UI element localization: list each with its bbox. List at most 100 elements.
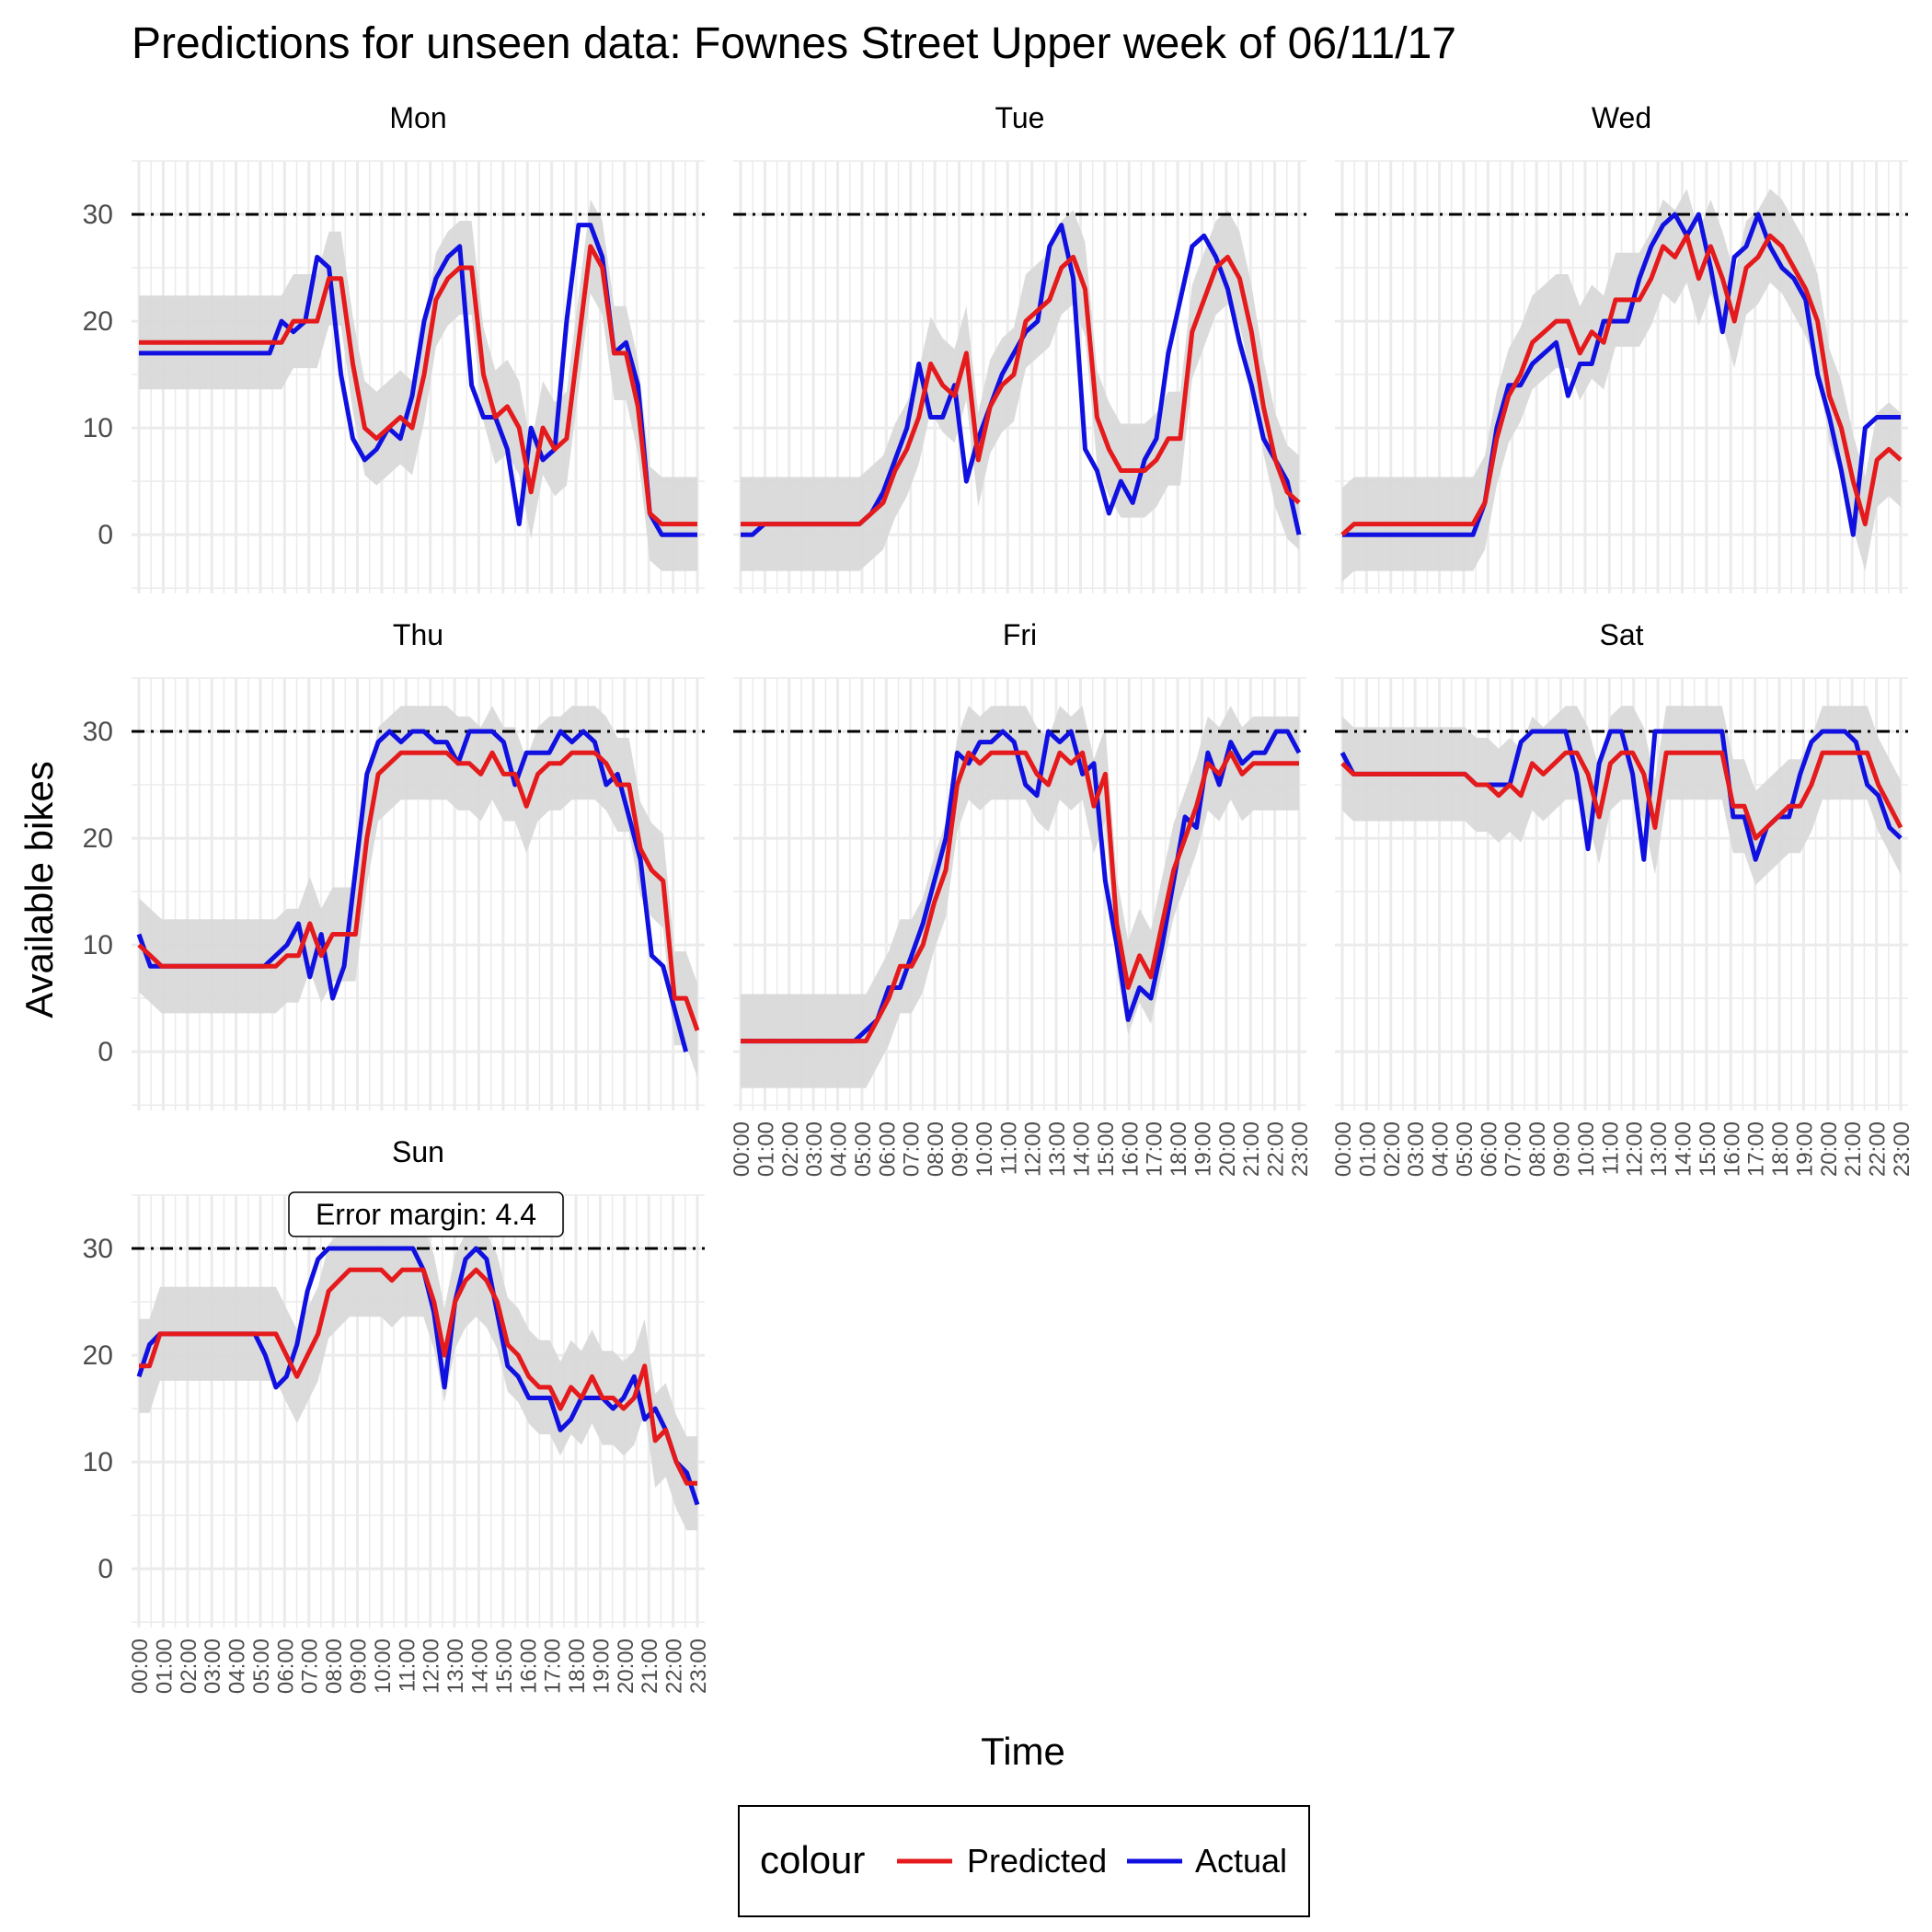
x-tick-label: 18:00 <box>565 1639 590 1694</box>
x-tick-label: 08:00 <box>1525 1121 1550 1177</box>
x-tick-label: 11:00 <box>996 1121 1021 1175</box>
x-tick-label: 18:00 <box>1768 1121 1793 1177</box>
series-line-predicted-sat <box>1340 750 1903 841</box>
x-tick-label: 06:00 <box>1477 1121 1501 1177</box>
x-tick-label: 21:00 <box>1239 1121 1264 1177</box>
y-tick-label: 0 <box>98 1037 113 1067</box>
x-tick-label: 01:00 <box>753 1121 778 1177</box>
y-tick-label: 0 <box>98 520 113 550</box>
x-tick-label: 13:00 <box>1647 1121 1672 1177</box>
x-tick-label: 06:00 <box>273 1639 298 1694</box>
x-tick-label: 03:00 <box>1404 1121 1429 1177</box>
x-axis-title: Time <box>981 1730 1065 1773</box>
x-tick-label: 17:00 <box>1143 1121 1167 1177</box>
legend: colour Predicted Actual <box>738 1805 1310 1917</box>
x-tick-label: 01:00 <box>152 1639 177 1694</box>
x-tick-label: 23:00 <box>1288 1121 1313 1177</box>
chart-title: Predictions for unseen data: Fownes Stre… <box>132 19 1456 68</box>
x-tick-label: 23:00 <box>686 1639 711 1694</box>
x-tick-label: 01:00 <box>1355 1121 1380 1177</box>
error-band-mon <box>139 199 697 571</box>
error-band-tue <box>741 210 1299 571</box>
legend-label-predicted: Predicted <box>967 1842 1107 1880</box>
x-tick-label: 14:00 <box>1070 1121 1095 1177</box>
y-tick-label: 20 <box>83 823 113 854</box>
x-tick-label: 07:00 <box>298 1639 323 1694</box>
x-tick-label: 21:00 <box>1841 1121 1866 1177</box>
x-tick-label: 19:00 <box>589 1639 614 1694</box>
x-tick-label: 15:00 <box>492 1639 517 1694</box>
panel-tue: Tue <box>733 101 1306 593</box>
x-tick-label: 09:00 <box>347 1639 372 1694</box>
x-tick-label: 05:00 <box>249 1639 274 1694</box>
x-tick-label: 05:00 <box>1453 1121 1478 1177</box>
series-line-predicted-mon <box>139 244 697 527</box>
error-band-fri <box>741 706 1299 1088</box>
y-tick-label: 10 <box>83 930 113 960</box>
x-tick-label: 14:00 <box>468 1639 493 1694</box>
error-band-wed <box>1342 189 1901 582</box>
panel-mon: Mon 0 10 20 30 <box>83 101 705 593</box>
x-tick-label: 08:00 <box>322 1639 347 1694</box>
x-tick-label: 03:00 <box>201 1639 225 1694</box>
x-tick-label: 09:00 <box>1550 1121 1575 1177</box>
x-tick-label: 06:00 <box>875 1121 900 1177</box>
panel-title-fri: Fri <box>1003 618 1037 651</box>
y-tick-label: 20 <box>83 306 113 337</box>
x-tick-label: 15:00 <box>1696 1121 1720 1177</box>
x-tick-label: 02:00 <box>778 1121 803 1177</box>
series-line-predicted-fri <box>741 750 1299 1044</box>
panel-title-sun: Sun <box>392 1135 444 1168</box>
legend-title: colour <box>760 1838 865 1881</box>
x-tick-label: 10:00 <box>371 1639 396 1694</box>
x-tick-label: 13:00 <box>443 1639 468 1694</box>
x-tick-label: 00:00 <box>1331 1121 1356 1177</box>
x-tick-label: 17:00 <box>1744 1121 1769 1177</box>
x-tick-label: 02:00 <box>177 1639 201 1694</box>
x-tick-label: 22:00 <box>1264 1121 1289 1177</box>
x-tick-label: 07:00 <box>900 1121 925 1177</box>
x-tick-label: 14:00 <box>1672 1121 1696 1177</box>
x-tick-label: 20:00 <box>1817 1121 1842 1177</box>
x-tick-label: 11:00 <box>1598 1121 1623 1175</box>
x-tick-label: 12:00 <box>420 1639 444 1694</box>
x-tick-label: 00:00 <box>730 1121 754 1177</box>
x-tick-label: 23:00 <box>1890 1121 1915 1177</box>
x-tick-label: 16:00 <box>1719 1121 1744 1177</box>
panel-thu: Thu 0 10 20 30 <box>83 618 705 1110</box>
x-tick-label: 13:00 <box>1045 1121 1070 1177</box>
x-tick-label: 16:00 <box>516 1639 541 1694</box>
x-tick-label: 05:00 <box>851 1121 876 1177</box>
x-tick-label: 11:00 <box>395 1639 420 1692</box>
y-axis-title: Available bikes <box>17 761 61 1018</box>
y-tick-label: 20 <box>83 1340 113 1371</box>
panel-title-tue: Tue <box>995 101 1045 134</box>
y-tick-label: 10 <box>83 413 113 443</box>
x-tick-label: 19:00 <box>1190 1121 1215 1177</box>
x-tick-label: 19:00 <box>1792 1121 1817 1177</box>
panel-wed: Wed <box>1335 101 1908 593</box>
x-tick-label: 10:00 <box>972 1121 997 1177</box>
x-tick-label: 18:00 <box>1167 1121 1191 1177</box>
x-tick-label: 04:00 <box>827 1121 852 1177</box>
legend-box <box>738 1805 1310 1917</box>
annotation-box <box>288 1191 564 1237</box>
x-tick-label: 16:00 <box>1118 1121 1143 1177</box>
y-tick-label: 10 <box>83 1447 113 1478</box>
panel-sun: Sun 0 10 20 30 00:00 01:00 02:00 03:00 04:00 05:00… <box>83 1135 711 1694</box>
x-tick-label: 02:00 <box>1380 1121 1405 1177</box>
x-tick-label: 12:00 <box>1623 1121 1648 1177</box>
x-tick-label: 10:00 <box>1574 1121 1599 1177</box>
annotation-text: Error margin: 4.4 <box>316 1198 536 1231</box>
panel-title-sat: Sat <box>1599 618 1643 651</box>
x-tick-label: 20:00 <box>1215 1121 1240 1177</box>
series-line-predicted-thu <box>137 750 700 1031</box>
x-tick-label: 09:00 <box>949 1121 973 1177</box>
series-line-predicted-tue <box>741 254 1301 527</box>
y-tick-label: 30 <box>83 1234 113 1264</box>
panel-title-wed: Wed <box>1592 101 1651 134</box>
series-line-predicted-sun <box>139 1267 697 1486</box>
panel-fri: Fri 00:00 01:00 02:00 03:00 04:00 05:00 06:00 07… <box>730 618 1313 1177</box>
